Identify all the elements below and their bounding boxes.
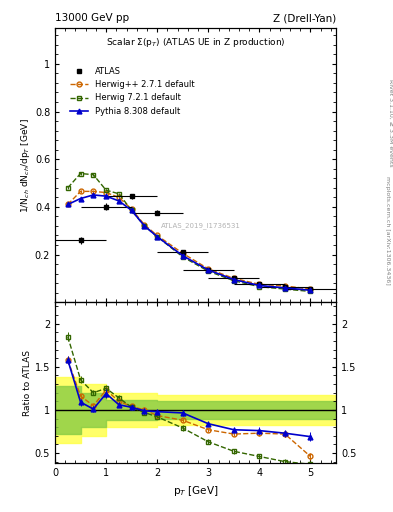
Text: mcplots.cern.ch [arXiv:1306.3436]: mcplots.cern.ch [arXiv:1306.3436] bbox=[385, 176, 389, 285]
Text: Z (Drell-Yan): Z (Drell-Yan) bbox=[273, 13, 336, 23]
X-axis label: p$_{T}$ [GeV]: p$_{T}$ [GeV] bbox=[173, 484, 218, 498]
Text: 13000 GeV pp: 13000 GeV pp bbox=[55, 13, 129, 23]
Text: ATLAS_2019_I1736531: ATLAS_2019_I1736531 bbox=[161, 222, 241, 229]
Y-axis label: Ratio to ATLAS: Ratio to ATLAS bbox=[23, 350, 32, 416]
Text: Scalar $\Sigma$(p$_{T}$) (ATLAS UE in Z production): Scalar $\Sigma$(p$_{T}$) (ATLAS UE in Z … bbox=[106, 36, 285, 49]
Y-axis label: 1/N$_{ch}$ dN$_{ch}$/dp$_{T}$ [GeV]: 1/N$_{ch}$ dN$_{ch}$/dp$_{T}$ [GeV] bbox=[19, 118, 32, 212]
Legend: ATLAS, Herwig++ 2.7.1 default, Herwig 7.2.1 default, Pythia 8.308 default: ATLAS, Herwig++ 2.7.1 default, Herwig 7.… bbox=[66, 64, 198, 119]
Text: Rivet 3.1.10, ≥ 3.3M events: Rivet 3.1.10, ≥ 3.3M events bbox=[389, 79, 393, 167]
